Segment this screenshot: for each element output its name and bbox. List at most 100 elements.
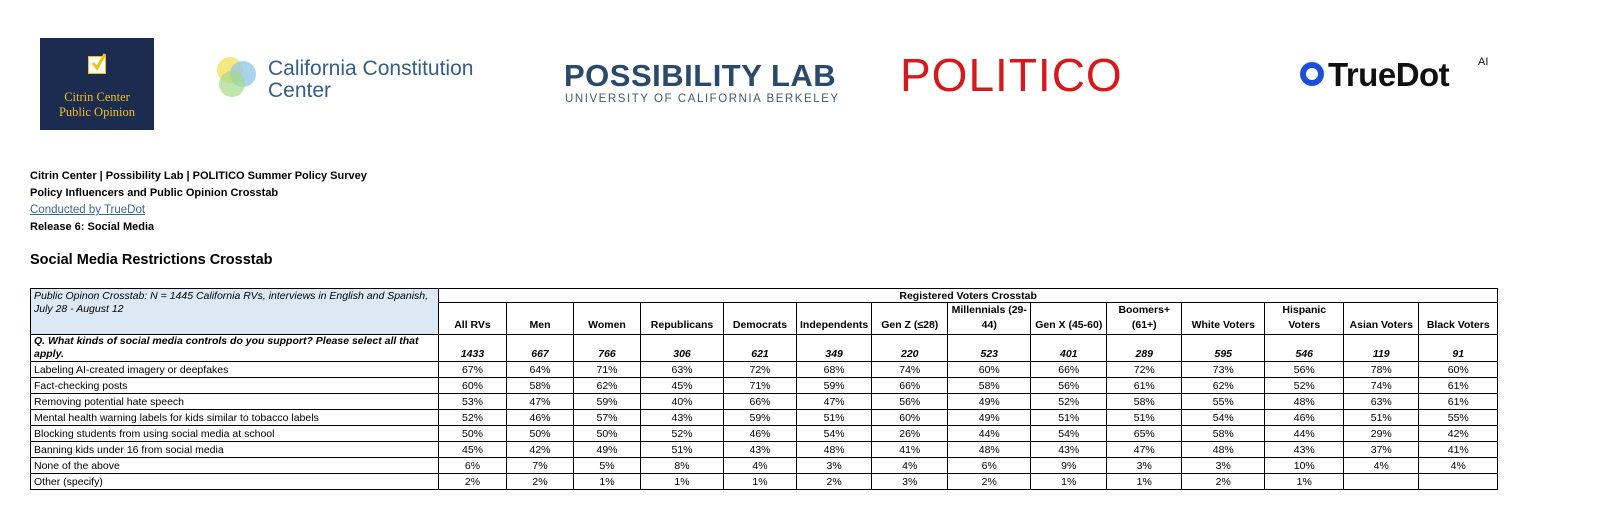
column-header: All RVs: [438, 302, 507, 335]
table-cell: 74%: [871, 361, 949, 378]
citrin-logo-line2: Public Opinion: [58, 105, 136, 119]
sample-size-cell: 523: [947, 334, 1032, 362]
table-cell: 59%: [795, 377, 873, 394]
table-cell: 2%: [438, 473, 507, 490]
column-header: Women: [573, 302, 641, 335]
table-cell: 50%: [438, 425, 507, 442]
table-cell: 50%: [506, 425, 574, 442]
row-label: None of the above: [30, 457, 439, 474]
table-cell: 51%: [1106, 409, 1183, 426]
politico-logo: POLITICO: [900, 49, 1123, 101]
sample-size-cell: 595: [1181, 334, 1266, 362]
ring-icon: [1300, 62, 1324, 86]
table-cell: 50%: [573, 425, 641, 442]
table-cell: 2%: [947, 473, 1032, 490]
row-label: Banning kids under 16 from social media: [30, 441, 439, 458]
release-label: Release 6: Social Media: [30, 221, 155, 233]
table-cell: 60%: [438, 377, 507, 394]
table-cell: 46%: [723, 425, 797, 442]
truedot-logo-text: TrueDot: [1328, 56, 1450, 93]
possibility-logo-line1: POSSIBILITY LAB: [564, 58, 837, 93]
table-cell: 2%: [1181, 473, 1266, 490]
table-cell: 60%: [1418, 361, 1499, 378]
table-cell: 1%: [723, 473, 797, 490]
column-header: Gen Z (≤28): [871, 302, 949, 335]
table-row: Removing potential hate speech 53% 47% 59% 4…: [30, 393, 1499, 410]
table-cell: 2%: [795, 473, 873, 490]
table-cell: 2%: [506, 473, 574, 490]
sample-size-cell: 766: [573, 334, 641, 362]
table-cell: 58%: [506, 377, 574, 394]
table-cell: 51%: [640, 441, 724, 458]
table-cell: 45%: [438, 441, 507, 458]
table-cell: 44%: [1264, 425, 1345, 442]
table-cell: 66%: [1030, 361, 1108, 378]
conducted-by-link[interactable]: Conducted by TrueDot: [30, 204, 146, 216]
table-row: Fact-checking posts 60% 58% 62% 45% 71% 59% 66%…: [30, 377, 1499, 394]
table-cell: [1418, 473, 1499, 490]
table-row: Mental health warning labels for kids si…: [30, 409, 1499, 426]
column-header: Asian Voters: [1343, 302, 1420, 335]
column-header: Republicans: [640, 302, 724, 335]
group-header: Registered Voters Crosstab: [437, 288, 1499, 303]
table-cell: 41%: [871, 441, 949, 458]
row-label: Mental health warning labels for kids si…: [30, 409, 439, 426]
table-cell: 47%: [1106, 441, 1183, 458]
table-row: Other (specify) 2% 2% 1% 1% 1% 2% 3% 2% 1% 1% 2% 1%: [30, 473, 1499, 490]
table-cell: 66%: [871, 377, 949, 394]
table-cell: 4%: [1418, 457, 1499, 474]
column-header: Black Voters: [1418, 302, 1499, 335]
citrin-center-logo: Citrin Center Public Opinion: [40, 38, 154, 130]
table-row: None of the above 6% 7% 5% 8% 4% 3% 4% 6% 9% 3% 3% 1…: [30, 457, 1499, 474]
overlapping-circles-icon: [217, 57, 256, 97]
citrin-logo-line1: Citrin Center: [64, 90, 130, 104]
table-cell: 54%: [1030, 425, 1108, 442]
table-cell: 58%: [1181, 425, 1266, 442]
table-cell: 62%: [1181, 377, 1266, 394]
table-cell: 59%: [723, 409, 797, 426]
table-cell: 78%: [1343, 361, 1420, 378]
table-cell: 73%: [1181, 361, 1266, 378]
sample-size-cell: 289: [1106, 334, 1183, 362]
table-cell: 55%: [1418, 409, 1499, 426]
sample-size-cell: 220: [871, 334, 949, 362]
table-cell: 1%: [1106, 473, 1183, 490]
table-cell: 48%: [947, 441, 1032, 458]
table-cell: 71%: [573, 361, 641, 378]
table-cell: 60%: [871, 409, 949, 426]
possibility-lab-logo: POSSIBILITY LAB UNIVERSITY OF CALIFORNIA…: [564, 58, 854, 108]
table-cell: 72%: [1106, 361, 1183, 378]
n-row: Q. What kinds of social media controls d…: [30, 334, 1499, 362]
column-header: Millennials (29-44): [947, 302, 1032, 335]
table-cell: 45%: [640, 377, 724, 394]
column-header: White Voters: [1181, 302, 1266, 335]
table-cell: 6%: [947, 457, 1032, 474]
table-cell: 52%: [1264, 377, 1345, 394]
table-cell: 72%: [723, 361, 797, 378]
table-cell: 54%: [795, 425, 873, 442]
table-cell: 3%: [795, 457, 873, 474]
table-cell: 40%: [640, 393, 724, 410]
table-cell: 1%: [1030, 473, 1108, 490]
row-label: Removing potential hate speech: [30, 393, 439, 410]
sample-size-cell: 349: [795, 334, 873, 362]
sample-size-cell: 621: [723, 334, 797, 362]
table-cell: 63%: [640, 361, 724, 378]
table-cell: 5%: [573, 457, 641, 474]
table-cell: 55%: [1181, 393, 1266, 410]
table-cell: 46%: [1264, 409, 1345, 426]
table-cell: 56%: [1030, 377, 1108, 394]
sample-size-cell: 546: [1264, 334, 1345, 362]
table-cell: 4%: [1343, 457, 1420, 474]
sample-size-cell: 119: [1343, 334, 1420, 362]
table-cell: 41%: [1418, 441, 1499, 458]
table-cell: 47%: [506, 393, 574, 410]
column-header: Boomers+ (61+): [1106, 302, 1183, 335]
table-cell: 52%: [640, 425, 724, 442]
section-title: Social Media Restrictions Crosstab: [30, 252, 273, 268]
table-cell: 4%: [871, 457, 949, 474]
table-cell: 1%: [1264, 473, 1345, 490]
table-row: Banning kids under 16 from social media 4…: [30, 441, 1499, 458]
column-header-row: All RVs Men Women Republicans Democrats Indep…: [31, 302, 1499, 335]
table-cell: 61%: [1418, 377, 1499, 394]
